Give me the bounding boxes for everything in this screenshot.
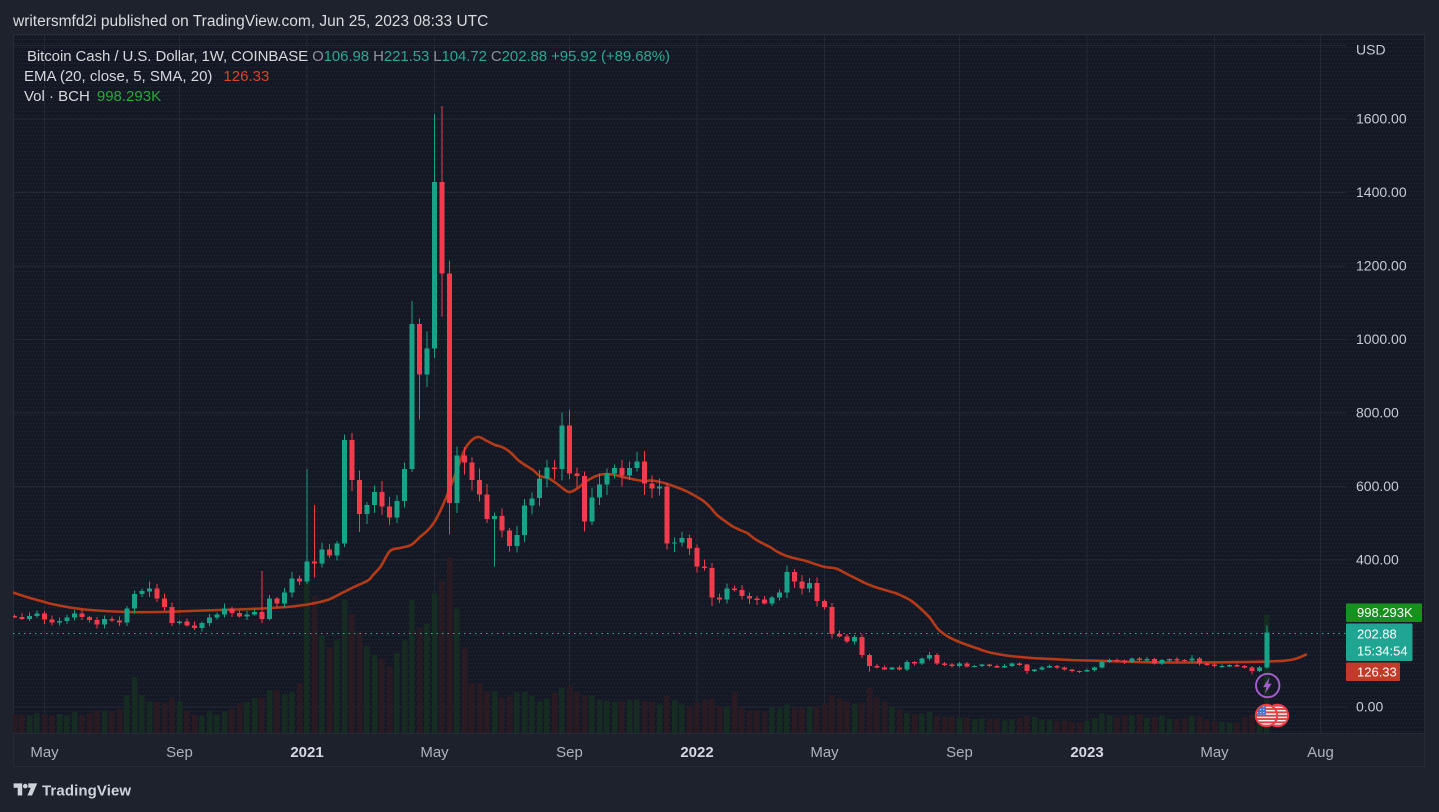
svg-text:800.00: 800.00 bbox=[1356, 405, 1399, 421]
svg-text:Aug: Aug bbox=[1307, 744, 1334, 761]
svg-text:1000.00: 1000.00 bbox=[1356, 331, 1407, 347]
svg-text:600.00: 600.00 bbox=[1356, 478, 1399, 494]
svg-text:Sep: Sep bbox=[946, 744, 973, 761]
svg-text:Sep: Sep bbox=[556, 744, 583, 761]
svg-text:1400.00: 1400.00 bbox=[1356, 184, 1407, 200]
svg-text:May: May bbox=[1200, 744, 1229, 761]
svg-text:2021: 2021 bbox=[290, 744, 323, 761]
svg-text:Sep: Sep bbox=[166, 744, 193, 761]
svg-text:2022: 2022 bbox=[680, 744, 713, 761]
svg-text:TradingView: TradingView bbox=[42, 783, 131, 800]
svg-text:Bitcoin Cash / U.S. Dollar, 1W: Bitcoin Cash / U.S. Dollar, 1W, COINBASE… bbox=[27, 48, 670, 65]
svg-text:202.88: 202.88 bbox=[1357, 627, 1397, 642]
svg-text:1600.00: 1600.00 bbox=[1356, 111, 1407, 127]
svg-text:EMA (20, close, 5, SMA, 20)126: EMA (20, close, 5, SMA, 20) 126.33 bbox=[24, 68, 269, 85]
svg-text:USD: USD bbox=[1356, 42, 1386, 58]
svg-text:126.33: 126.33 bbox=[1357, 665, 1397, 680]
svg-text:May: May bbox=[420, 744, 449, 761]
svg-text:writersmfd2i published on Trad: writersmfd2i published on TradingView.co… bbox=[12, 13, 488, 30]
svg-text:0.00: 0.00 bbox=[1356, 699, 1383, 715]
svg-text:998.293K: 998.293K bbox=[1357, 605, 1413, 620]
svg-text:15:34:54: 15:34:54 bbox=[1357, 644, 1408, 659]
svg-text:1200.00: 1200.00 bbox=[1356, 258, 1407, 274]
svg-text:400.00: 400.00 bbox=[1356, 552, 1399, 568]
svg-text:May: May bbox=[810, 744, 839, 761]
svg-text:May: May bbox=[30, 744, 59, 761]
svg-text:2023: 2023 bbox=[1070, 744, 1103, 761]
